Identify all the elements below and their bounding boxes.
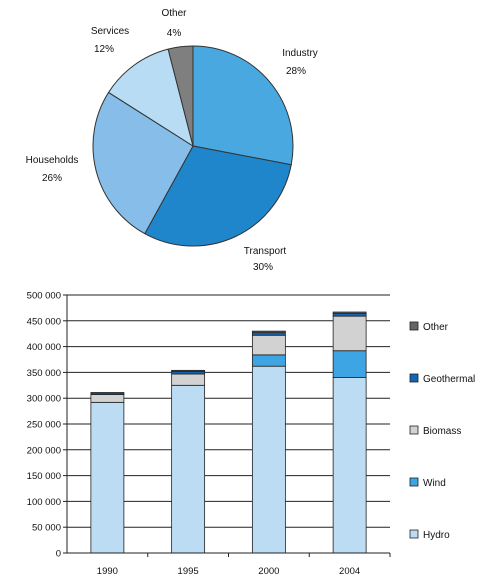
bar-other-2004 (332, 311, 367, 314)
legend-swatch-other (409, 321, 419, 331)
pie-label-households: Households (26, 155, 79, 166)
bar-hydro-1995 (171, 384, 206, 554)
pie-labels: Industry 28% Transport 30% Households 26… (26, 8, 318, 273)
pie-chart: Industry 28% Transport 30% Households 26… (26, 8, 318, 273)
bar-hydro-2004 (332, 377, 367, 554)
x-tick-label: 1990 (97, 566, 118, 577)
pie-slice-industry (192, 45, 294, 166)
legend-label-hydro: Hydro (423, 530, 450, 541)
bar-wind-2000 (251, 354, 286, 367)
pie-slice-households (92, 91, 194, 235)
bar-y-tick-labels: 0 50 000 100 000 150 000 200 000 250 000 300 0… (27, 291, 67, 560)
bar-hydro-1990 (90, 401, 125, 554)
x-tick-label: 1995 (178, 566, 199, 577)
bar-other-1995 (171, 369, 206, 372)
y-tick-label: 300 000 (27, 394, 61, 405)
legend-label-other: Other (423, 322, 449, 333)
y-tick-label: 450 000 (27, 316, 61, 327)
pie-label-other: Other (161, 8, 187, 19)
bar-biomass-1990 (90, 394, 125, 403)
y-tick-label: 250 000 (27, 420, 61, 431)
x-tick-label: 2000 (258, 566, 279, 577)
bar-biomass-2004 (332, 315, 367, 352)
legend-label-biomass: Biomass (423, 426, 461, 437)
bar-x-tick-labels: 1990 1995 2000 2004 (97, 553, 391, 577)
y-tick-label: 100 000 (27, 497, 61, 508)
y-tick-label: 500 000 (27, 291, 61, 302)
y-tick-label: 150 000 (27, 471, 61, 482)
legend-label-geothermal: Geothermal (423, 374, 475, 385)
pie-slice-transport (144, 145, 292, 247)
legend-swatch-wind (409, 477, 419, 487)
pie-slice-services (107, 48, 194, 148)
x-tick-label: 2004 (339, 566, 360, 577)
pie-slice-other (167, 45, 194, 147)
bar-biomass-2000 (251, 334, 286, 356)
pie-slices (92, 45, 294, 247)
pie-label-industry: Industry (282, 48, 318, 59)
pie-pct-transport: 30% (253, 262, 273, 273)
pie-pct-services: 12% (94, 44, 114, 55)
legend-label-wind: Wind (423, 478, 446, 489)
stacked-bar-chart: 0 50 000 100 000 150 000 200 000 250 000 300 0… (27, 291, 476, 578)
bar-legend: Other Geothermal Biomass Wind Hydro (409, 321, 475, 541)
y-tick-label: 400 000 (27, 342, 61, 353)
bar-wind-2004 (332, 350, 367, 378)
pie-pct-households: 26% (42, 173, 62, 184)
pie-label-services: Services (91, 26, 129, 37)
y-tick-label: 200 000 (27, 445, 61, 456)
y-tick-label: 50 000 (32, 523, 61, 534)
bar-other-1990 (90, 392, 125, 394)
bar-hydro-2000 (251, 365, 286, 554)
legend-swatch-hydro (409, 529, 419, 539)
bar-bars (90, 311, 367, 554)
legend-swatch-biomass (409, 425, 419, 435)
y-tick-label: 0 (56, 549, 61, 560)
pie-label-transport: Transport (244, 246, 287, 257)
pie-pct-other: 4% (167, 28, 182, 39)
bar-other-2000 (251, 330, 286, 334)
legend-swatch-geothermal (409, 373, 419, 383)
pie-pct-industry: 28% (286, 66, 306, 77)
bar-biomass-1995 (171, 373, 206, 386)
y-tick-label: 350 000 (27, 368, 61, 379)
